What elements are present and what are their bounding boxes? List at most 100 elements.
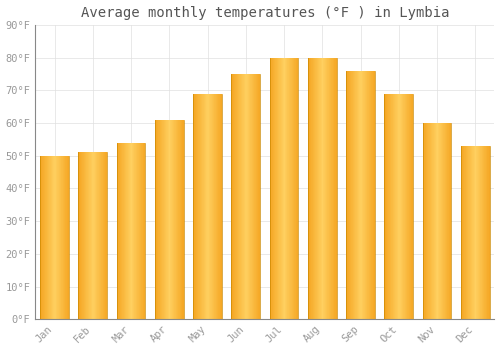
Bar [133, 143, 134, 319]
Bar [167, 120, 168, 319]
Bar [483, 146, 484, 319]
Bar [248, 74, 249, 319]
Bar [464, 146, 465, 319]
Bar [430, 123, 431, 319]
Bar [326, 58, 327, 319]
Bar [178, 120, 179, 319]
Bar [289, 58, 290, 319]
Bar [195, 93, 196, 319]
Bar [94, 153, 95, 319]
Bar [364, 71, 365, 319]
Bar [372, 71, 373, 319]
Bar [241, 74, 242, 319]
Bar [484, 146, 485, 319]
Bar [159, 120, 160, 319]
Bar [100, 153, 101, 319]
Bar [158, 120, 159, 319]
Bar [327, 58, 328, 319]
Bar [204, 93, 206, 319]
Bar [41, 156, 42, 319]
Bar [319, 58, 320, 319]
Bar [166, 120, 167, 319]
Bar [55, 156, 56, 319]
Bar [472, 146, 473, 319]
Bar [293, 58, 294, 319]
Bar [487, 146, 488, 319]
Bar [366, 71, 367, 319]
Bar [256, 74, 258, 319]
Bar [78, 153, 79, 319]
Bar [54, 156, 55, 319]
Bar [468, 146, 469, 319]
Bar [48, 156, 49, 319]
Bar [388, 93, 389, 319]
Bar [370, 71, 371, 319]
Bar [258, 74, 259, 319]
Bar [359, 71, 360, 319]
Bar [126, 143, 127, 319]
Bar [290, 58, 291, 319]
Bar [473, 146, 474, 319]
Bar [283, 58, 284, 319]
Bar [294, 58, 295, 319]
Bar [177, 120, 178, 319]
Bar [57, 156, 58, 319]
Bar [402, 93, 403, 319]
Bar [128, 143, 129, 319]
Bar [439, 123, 440, 319]
Bar [246, 74, 247, 319]
Bar [46, 156, 47, 319]
Bar [350, 71, 351, 319]
Bar [325, 58, 326, 319]
Bar [219, 93, 220, 319]
Bar [197, 93, 198, 319]
Bar [51, 156, 52, 319]
Bar [331, 58, 332, 319]
Bar [211, 93, 212, 319]
Bar [392, 93, 393, 319]
Bar [233, 74, 234, 319]
Bar [309, 58, 310, 319]
Bar [129, 143, 130, 319]
Bar [334, 58, 335, 319]
Bar [83, 153, 84, 319]
Bar [398, 93, 399, 319]
Bar [311, 58, 312, 319]
Bar [479, 146, 480, 319]
Bar [408, 93, 409, 319]
Bar [482, 146, 483, 319]
Bar [216, 93, 218, 319]
Bar [202, 93, 203, 319]
Bar [391, 93, 392, 319]
Bar [156, 120, 158, 319]
Bar [358, 71, 359, 319]
Bar [275, 58, 276, 319]
Bar [58, 156, 59, 319]
Bar [278, 58, 279, 319]
Bar [436, 123, 437, 319]
Bar [403, 93, 404, 319]
Bar [49, 156, 50, 319]
Bar [465, 146, 466, 319]
Bar [404, 93, 405, 319]
Bar [277, 58, 278, 319]
Bar [238, 74, 239, 319]
Bar [259, 74, 260, 319]
Bar [486, 146, 487, 319]
Bar [425, 123, 426, 319]
Bar [134, 143, 135, 319]
Bar [411, 93, 412, 319]
Bar [160, 120, 162, 319]
Bar [286, 58, 287, 319]
Bar [349, 71, 350, 319]
Bar [310, 58, 311, 319]
Bar [255, 74, 256, 319]
Bar [287, 58, 288, 319]
Bar [240, 74, 241, 319]
Bar [272, 58, 273, 319]
Bar [332, 58, 333, 319]
Bar [450, 123, 451, 319]
Bar [329, 58, 330, 319]
Bar [130, 143, 131, 319]
Bar [236, 74, 237, 319]
